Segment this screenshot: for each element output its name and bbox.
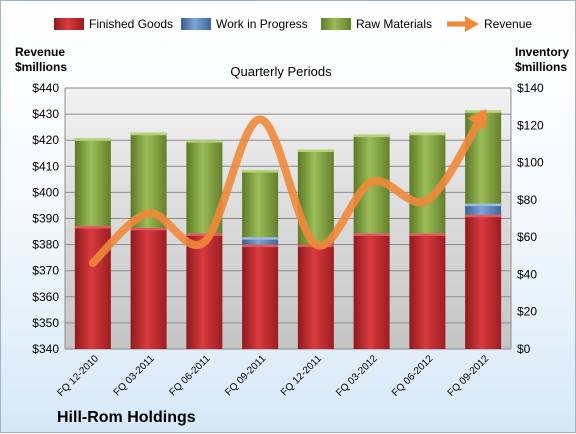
bar-top-work-in-progress-fq-09-2012 (465, 204, 501, 207)
bar-top-raw-materials-fq-06-2011 (186, 140, 222, 143)
bar-top-raw-materials-fq-12-2011 (298, 150, 334, 153)
bar-top-finished-goods-fq-06-2012 (409, 233, 445, 236)
bar-finished-goods-fq-09-2012 (465, 215, 501, 349)
left-tick-label: $380 (32, 238, 59, 252)
chart-subtitle: Quarterly Periods (230, 64, 332, 79)
bar-finished-goods-fq-09-2011 (242, 245, 278, 349)
legend-label-finished-goods: Finished Goods (89, 17, 173, 31)
right-tick-label: $80 (517, 193, 537, 207)
bar-raw-materials-fq-09-2011 (242, 170, 278, 237)
bar-top-finished-goods-fq-09-2012 (465, 215, 501, 218)
bar-top-work-in-progress-fq-09-2011 (242, 237, 278, 240)
left-tick-label: $340 (32, 342, 59, 356)
right-tick-label: $0 (517, 342, 531, 356)
left-tick-label: $360 (32, 290, 59, 304)
x-tick-label: FQ 12-2011 (279, 353, 324, 398)
right-tick-label: $100 (517, 156, 544, 170)
bar-top-finished-goods-fq-03-2011 (131, 228, 167, 231)
left-tick-label: $400 (32, 185, 59, 199)
left-tick-label: $440 (32, 81, 59, 95)
bar-top-finished-goods-fq-03-2012 (354, 233, 390, 236)
bar-top-raw-materials-fq-12-2010 (75, 138, 111, 141)
bar-finished-goods-fq-12-2011 (298, 245, 334, 349)
bar-top-raw-materials-fq-09-2011 (242, 170, 278, 173)
bar-finished-goods-fq-03-2012 (354, 233, 390, 349)
chart-title: Hill-Rom Holdings (57, 409, 196, 426)
right-axis-label-line1: Inventory (515, 45, 569, 59)
legend-swatch-finished-goods (54, 18, 84, 30)
bar-finished-goods-fq-06-2012 (409, 233, 445, 349)
bar-top-finished-goods-fq-12-2010 (75, 226, 111, 229)
x-tick-label: FQ 03-2012 (334, 353, 380, 399)
right-axis-label-line2: $millions (515, 60, 567, 74)
left-tick-label: $430 (32, 107, 59, 121)
x-tick-label: FQ 06-2011 (168, 353, 213, 398)
bar-raw-materials-fq-12-2010 (75, 138, 111, 226)
bar-top-finished-goods-fq-06-2011 (186, 233, 222, 236)
right-tick-label: $60 (517, 230, 537, 244)
bar-top-finished-goods-fq-09-2011 (242, 245, 278, 248)
left-tick-label: $410 (32, 159, 59, 173)
x-tick-label: FQ 03-2011 (112, 353, 157, 398)
left-tick-label: $370 (32, 264, 59, 278)
bar-finished-goods-fq-03-2011 (131, 228, 167, 349)
legend: Finished Goods Work in Progress Raw Mate… (54, 16, 532, 32)
x-tick-label: FQ 09-2011 (223, 353, 268, 398)
bar-top-raw-materials-fq-03-2011 (131, 133, 167, 136)
legend-swatch-work-in-progress (181, 18, 211, 30)
x-tick-label: FQ 12-2010 (55, 353, 101, 399)
left-tick-label: $350 (32, 316, 59, 330)
left-tick-label: $420 (32, 133, 59, 147)
x-tick-label: FQ 06-2012 (390, 353, 436, 399)
right-tick-label: $120 (517, 118, 544, 132)
right-tick-label: $140 (517, 81, 544, 95)
legend-label-revenue: Revenue (484, 17, 532, 31)
left-axis-label-line1: Revenue (15, 45, 65, 59)
left-axis-label-line2: $millions (15, 60, 67, 74)
left-axis-ticks: $440 $430 $420 $410 $400 $390 $380 $370 $360 $350… (32, 81, 59, 356)
legend-label-work-in-progress: Work in Progress (216, 17, 308, 31)
legend-label-raw-materials: Raw Materials (356, 17, 432, 31)
bar-top-raw-materials-fq-06-2012 (409, 133, 445, 136)
bar-top-raw-materials-fq-03-2012 (354, 135, 390, 138)
left-tick-label: $390 (32, 212, 59, 226)
x-tick-label: FQ 09-2012 (446, 353, 492, 399)
right-axis-ticks: $140 $120 $100 $80 $60 $40 $20 $0 (517, 81, 544, 356)
right-tick-label: $20 (517, 305, 537, 319)
right-tick-label: $40 (517, 267, 537, 281)
legend-swatch-raw-materials (321, 18, 351, 30)
bar-finished-goods-fq-06-2011 (186, 233, 222, 349)
legend-swatch-revenue (447, 16, 479, 32)
